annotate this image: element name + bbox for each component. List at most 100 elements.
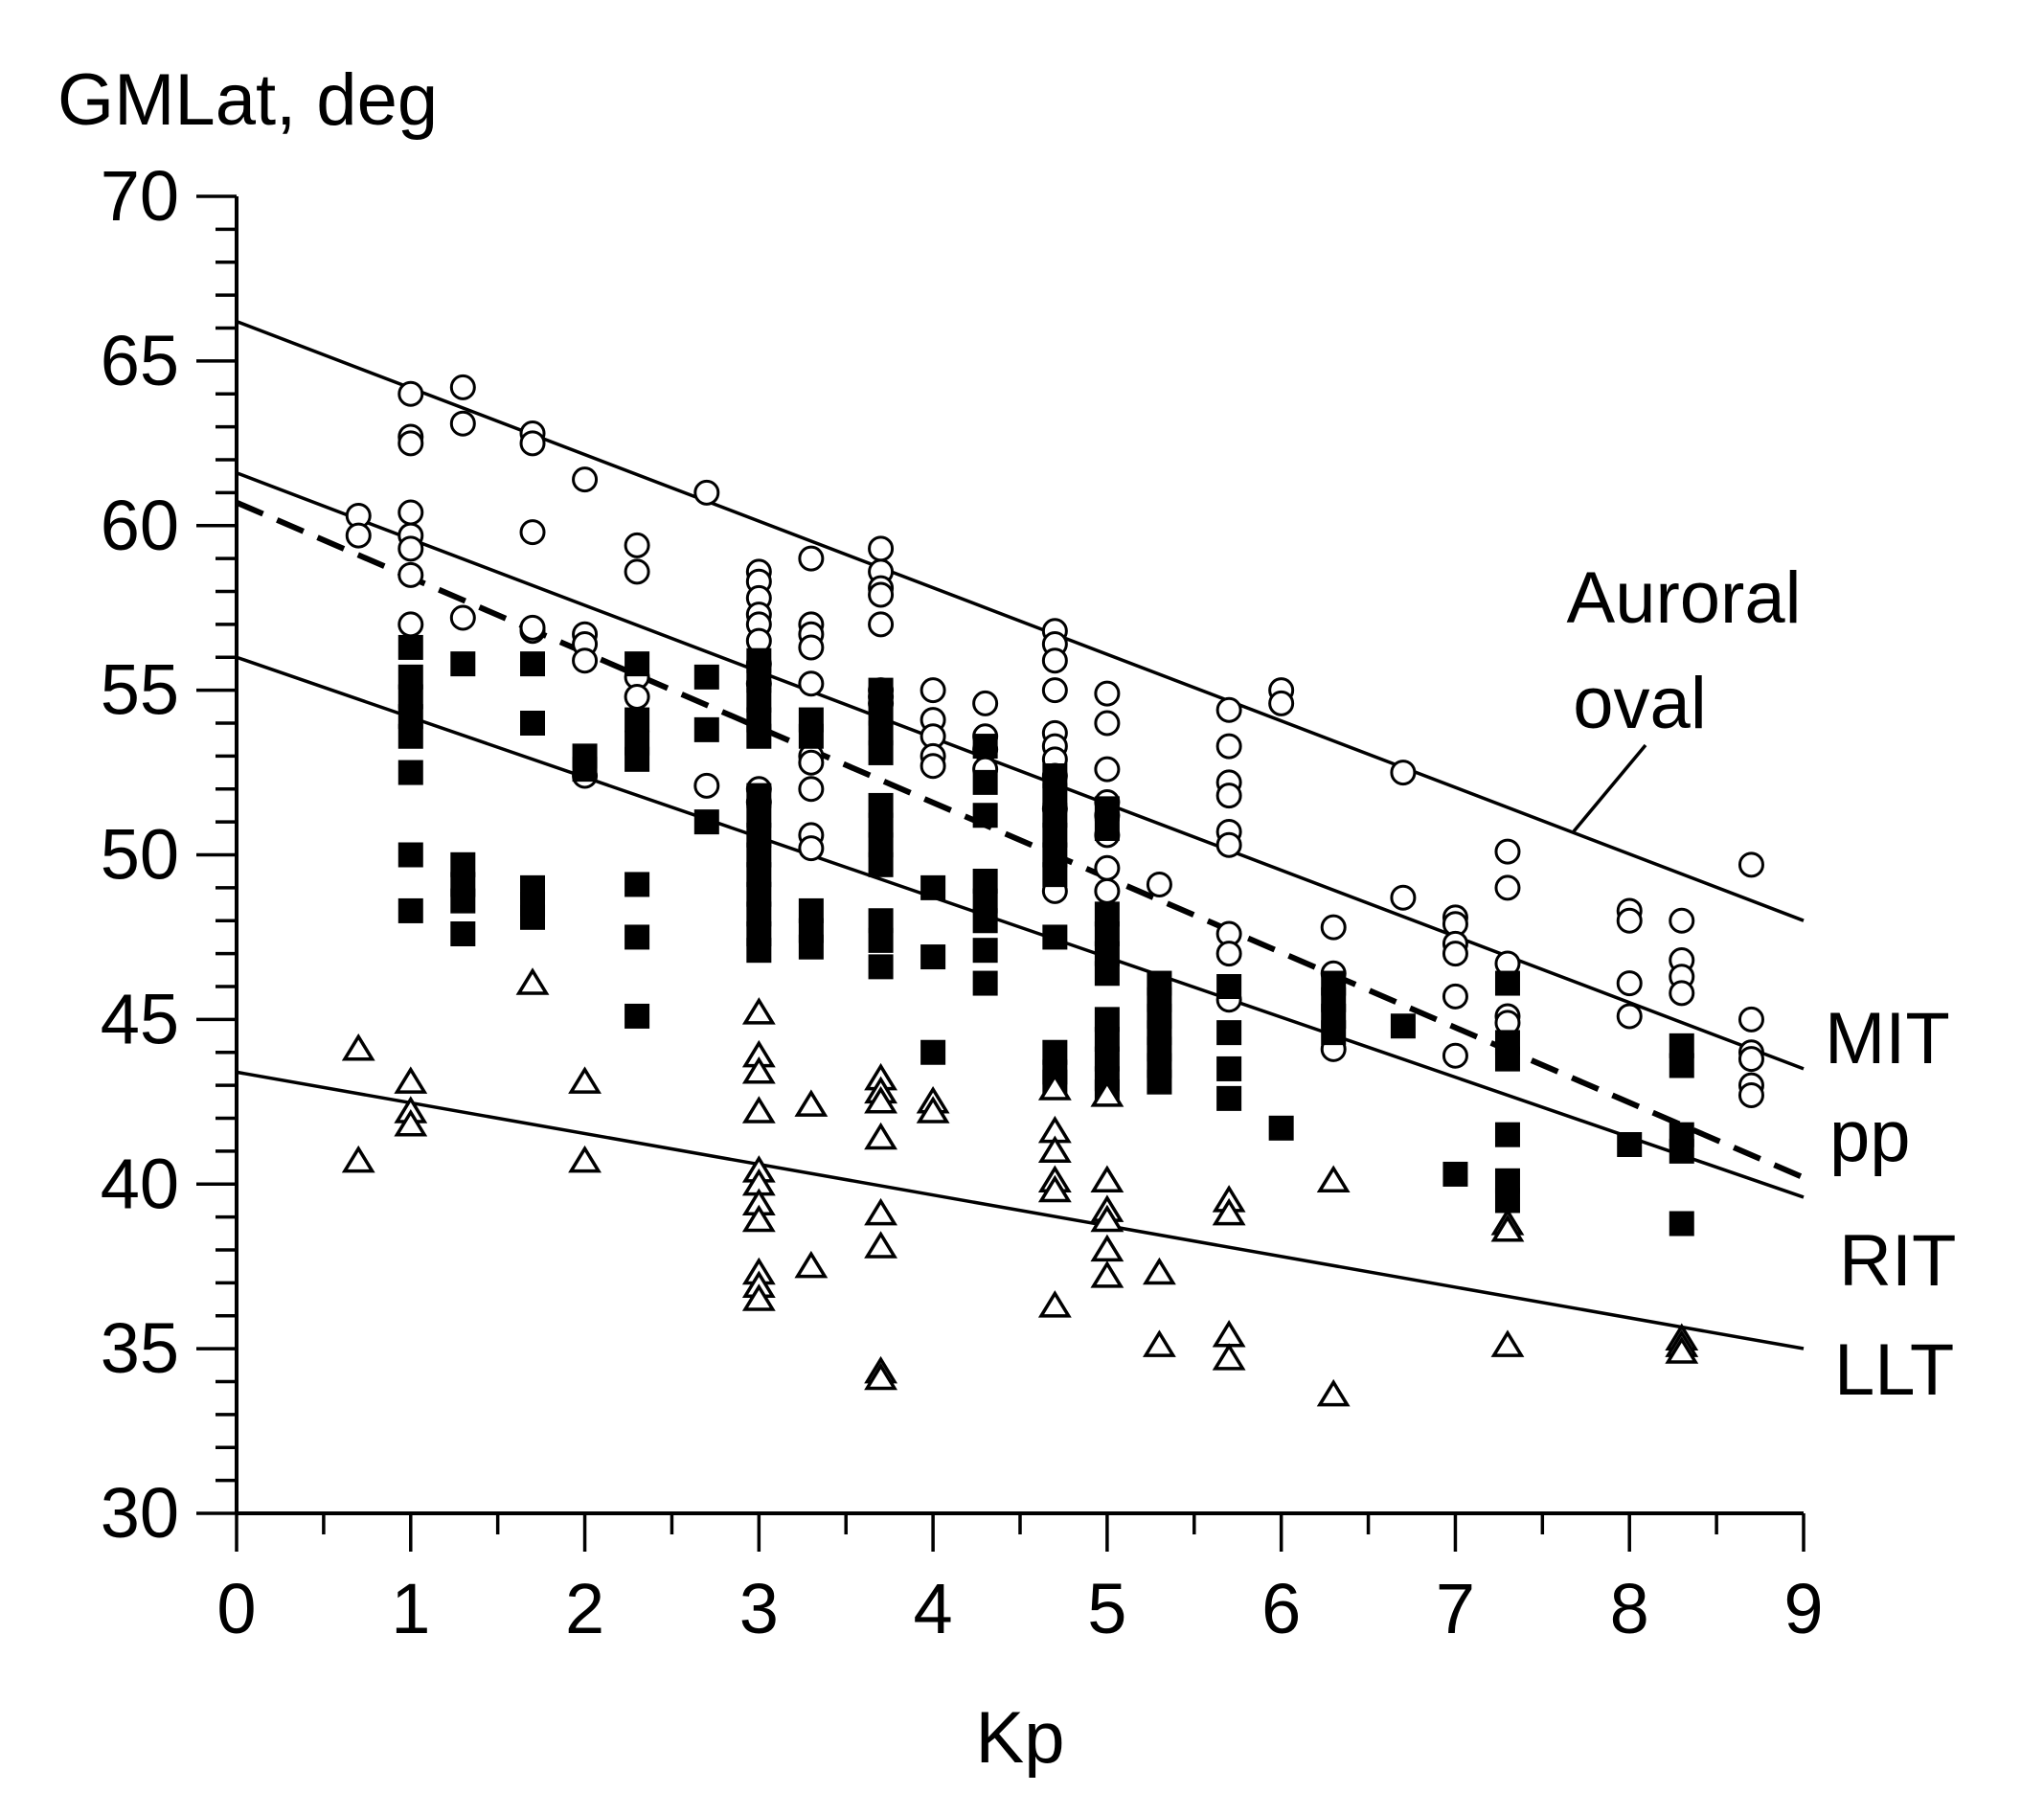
x-tick-label: 4 [914,1569,953,1648]
auroral-oval-point [397,380,424,407]
x-tick-label: 0 [216,1569,256,1648]
x-tick-label: 2 [565,1569,604,1648]
auroral-oval-point [1669,907,1695,934]
rit-point [1617,1132,1643,1157]
rit-point [1321,1020,1347,1046]
rit-point [920,874,946,900]
auroral-oval-point [1494,874,1521,901]
auroral-oval-point [868,535,895,562]
llt-point [1143,1257,1176,1285]
llt-point [1143,1329,1176,1357]
rit-point [1147,1069,1172,1095]
auroral-oval-point [1669,980,1695,1007]
rit-point [972,970,998,996]
y-tick-label: 30 [101,1473,179,1553]
y-tick-label: 55 [101,650,179,730]
rit-point [450,921,476,946]
auroral-oval-point [449,410,476,437]
llt-point [1037,1135,1072,1164]
rit-point [1669,1053,1694,1078]
rit-point [625,707,650,733]
auroral-oval-point [397,499,424,526]
auroral-oval-point [1215,696,1242,723]
rit-point [972,908,998,934]
auroral-oval-point [397,561,424,588]
rit-point [1094,961,1120,987]
llt-point [341,1033,375,1061]
rit-point [572,757,598,783]
auroral-oval-point [1041,647,1068,674]
rit-point [746,938,772,964]
rit-point [397,760,423,785]
x-tick-label: 9 [1783,1569,1823,1648]
y-axis-title: GMLat, deg [57,59,438,141]
auroral-oval-point [920,753,946,780]
llt-point [741,1056,776,1084]
rit-point [1094,816,1120,841]
rit-point [1042,862,1068,888]
x-tick-label: 3 [739,1569,779,1648]
auroral-oval-point [1737,851,1764,878]
y-tick-label: 70 [101,156,179,236]
rit-point [868,739,894,765]
rit-point [972,734,998,760]
auroral-oval-point [624,684,650,710]
llt-point [916,1096,950,1123]
rit-point [972,769,998,795]
auroral-oval-point [345,522,372,549]
rit-label: RIT [1839,1220,1956,1302]
rit-point [920,944,946,970]
pp-fit-line [235,499,1806,1181]
rit-point [520,651,546,677]
auroral-oval-point [798,670,825,697]
auroral-oval-point [1616,1003,1643,1030]
llt-point [568,1066,602,1094]
auroral-oval-leader-line [1572,743,1647,833]
llt-point [1212,1320,1246,1348]
y-tick-label: 60 [101,486,179,565]
llt-point [864,1122,897,1150]
rit-point [1669,1138,1694,1164]
rit-point [746,723,772,749]
auroral-oval-point [519,430,546,457]
auroral-oval-point [572,466,599,493]
auroral-oval-point [397,430,424,457]
llt-point [1090,1165,1124,1192]
rit-point [1390,1013,1416,1039]
rit-point [625,1003,650,1029]
llt-point [864,1085,897,1114]
llt-label: LLT [1834,1329,1954,1411]
auroral-oval-point [920,677,946,704]
rit-point [520,904,546,930]
auroral-oval-point [868,581,895,608]
llt-point [1316,1165,1351,1192]
auroral-oval-point [798,749,825,776]
auroral-oval-point [449,604,476,631]
llt-point [864,1197,897,1226]
llt-point [341,1145,375,1173]
auroral-oval-point [972,690,999,716]
auroral-oval-point [1094,710,1121,737]
auroral-oval-point [1442,983,1468,1010]
llt-point [741,1283,776,1311]
rit-point [1216,1085,1242,1111]
auroral-oval-point [1737,1006,1764,1033]
rit-point [920,1039,946,1065]
llt-point [1037,1073,1072,1101]
rit-point [1268,1115,1294,1141]
auroral-oval-point [1215,783,1242,809]
x-tick-label: 7 [1436,1569,1475,1648]
rit-point [693,716,719,742]
rit-point [625,746,650,772]
rit-point [868,851,894,877]
auroral-oval-point [1320,914,1347,941]
rit-point [868,954,894,980]
rit-point [1216,1020,1242,1046]
pp-point [519,614,546,641]
ticks [196,194,1806,1552]
rit-point [397,897,423,923]
auroral-oval-point [798,545,825,572]
llt-point [794,1250,829,1279]
